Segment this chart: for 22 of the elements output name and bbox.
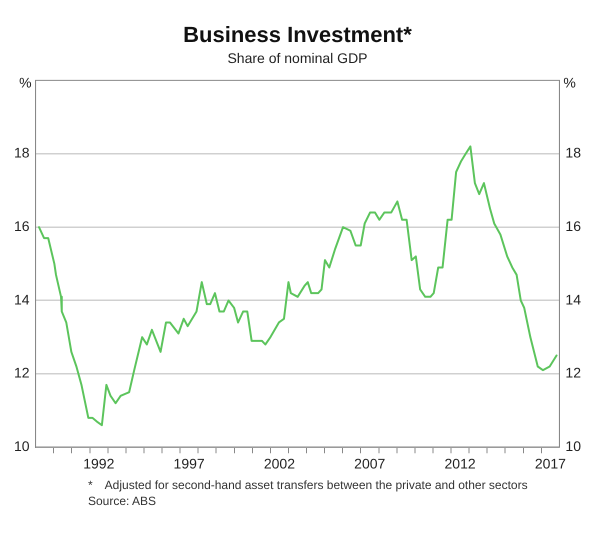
y-tick-label: 10 bbox=[14, 438, 30, 454]
y-tick-label: 12 bbox=[14, 364, 30, 381]
y2-tick-label: 14 bbox=[565, 291, 582, 308]
y2-axis-title: % bbox=[563, 74, 576, 90]
y2-tick-label: 12 bbox=[565, 364, 582, 381]
text: * Adjusted for second-hand asset transfers between the private and other sectors bbox=[88, 478, 529, 492]
chart-title: Business Investment* bbox=[182, 22, 413, 48]
y-tick-label: 16 bbox=[14, 218, 30, 234]
source-note: Source: ABS bbox=[88, 494, 158, 508]
x-tick-label: 2007 bbox=[354, 455, 386, 472]
y-tick-label: 18 bbox=[14, 144, 30, 161]
chart-subtitle: Share of nominal GDP bbox=[226, 50, 369, 66]
x-tick-label: 1992 bbox=[83, 455, 115, 472]
x-tick-label: 2012 bbox=[444, 455, 476, 472]
x-tick-label: 1997 bbox=[174, 455, 205, 472]
y2-tick-label: 10 bbox=[565, 438, 582, 454]
y-axis-title: % bbox=[19, 74, 32, 90]
x-tick-label: 2017 bbox=[534, 455, 566, 472]
y2-tick-label: 18 bbox=[565, 144, 582, 161]
y2-tick-label: 16 bbox=[565, 218, 582, 234]
x-tick-label: 2002 bbox=[264, 455, 296, 472]
y-tick-label: 14 bbox=[14, 291, 30, 308]
